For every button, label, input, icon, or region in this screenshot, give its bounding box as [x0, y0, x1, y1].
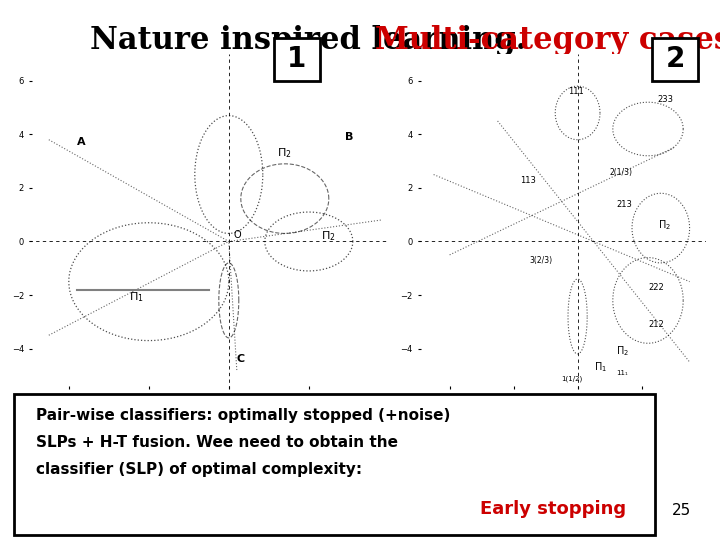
Text: O: O [233, 230, 241, 240]
Text: 3(2/3): 3(2/3) [530, 256, 553, 265]
Text: A: A [77, 137, 86, 147]
Text: 113: 113 [520, 176, 536, 185]
Text: 222: 222 [648, 283, 664, 292]
Text: $\Pi_2$: $\Pi_2$ [276, 146, 292, 160]
Text: $\Pi_2$: $\Pi_2$ [657, 218, 670, 232]
Text: 25: 25 [672, 503, 691, 518]
Text: 111: 111 [568, 87, 584, 96]
Text: 2(1/3): 2(1/3) [610, 167, 633, 177]
Text: 1: 1 [287, 45, 307, 73]
Text: $\Pi_2$: $\Pi_2$ [616, 344, 629, 358]
Text: 213: 213 [616, 200, 632, 208]
Text: Multi-category cases: Multi-category cases [375, 25, 720, 56]
Text: Nature inspired learning.: Nature inspired learning. [90, 25, 526, 56]
Text: 233: 233 [657, 95, 674, 104]
Text: Pair-wise classifiers: optimally stopped (+noise): Pair-wise classifiers: optimally stopped… [36, 408, 451, 423]
Text: $\Pi_1$: $\Pi_1$ [129, 291, 143, 304]
Text: 2: 2 [665, 45, 685, 73]
Text: 1(1/2): 1(1/2) [562, 376, 583, 382]
Text: B: B [345, 132, 354, 141]
Text: $\Pi_1$: $\Pi_1$ [593, 360, 607, 374]
Text: SLPs + H-T fusion. Wee need to obtain the: SLPs + H-T fusion. Wee need to obtain th… [36, 435, 398, 450]
Text: 212: 212 [648, 320, 664, 329]
Text: classifier (SLP) of optimal complexity:: classifier (SLP) of optimal complexity: [36, 462, 362, 477]
Text: Early stopping: Early stopping [480, 501, 626, 518]
Text: 11₁: 11₁ [616, 370, 628, 376]
Text: $\Pi_2$: $\Pi_2$ [321, 229, 336, 242]
Text: C: C [237, 354, 245, 364]
